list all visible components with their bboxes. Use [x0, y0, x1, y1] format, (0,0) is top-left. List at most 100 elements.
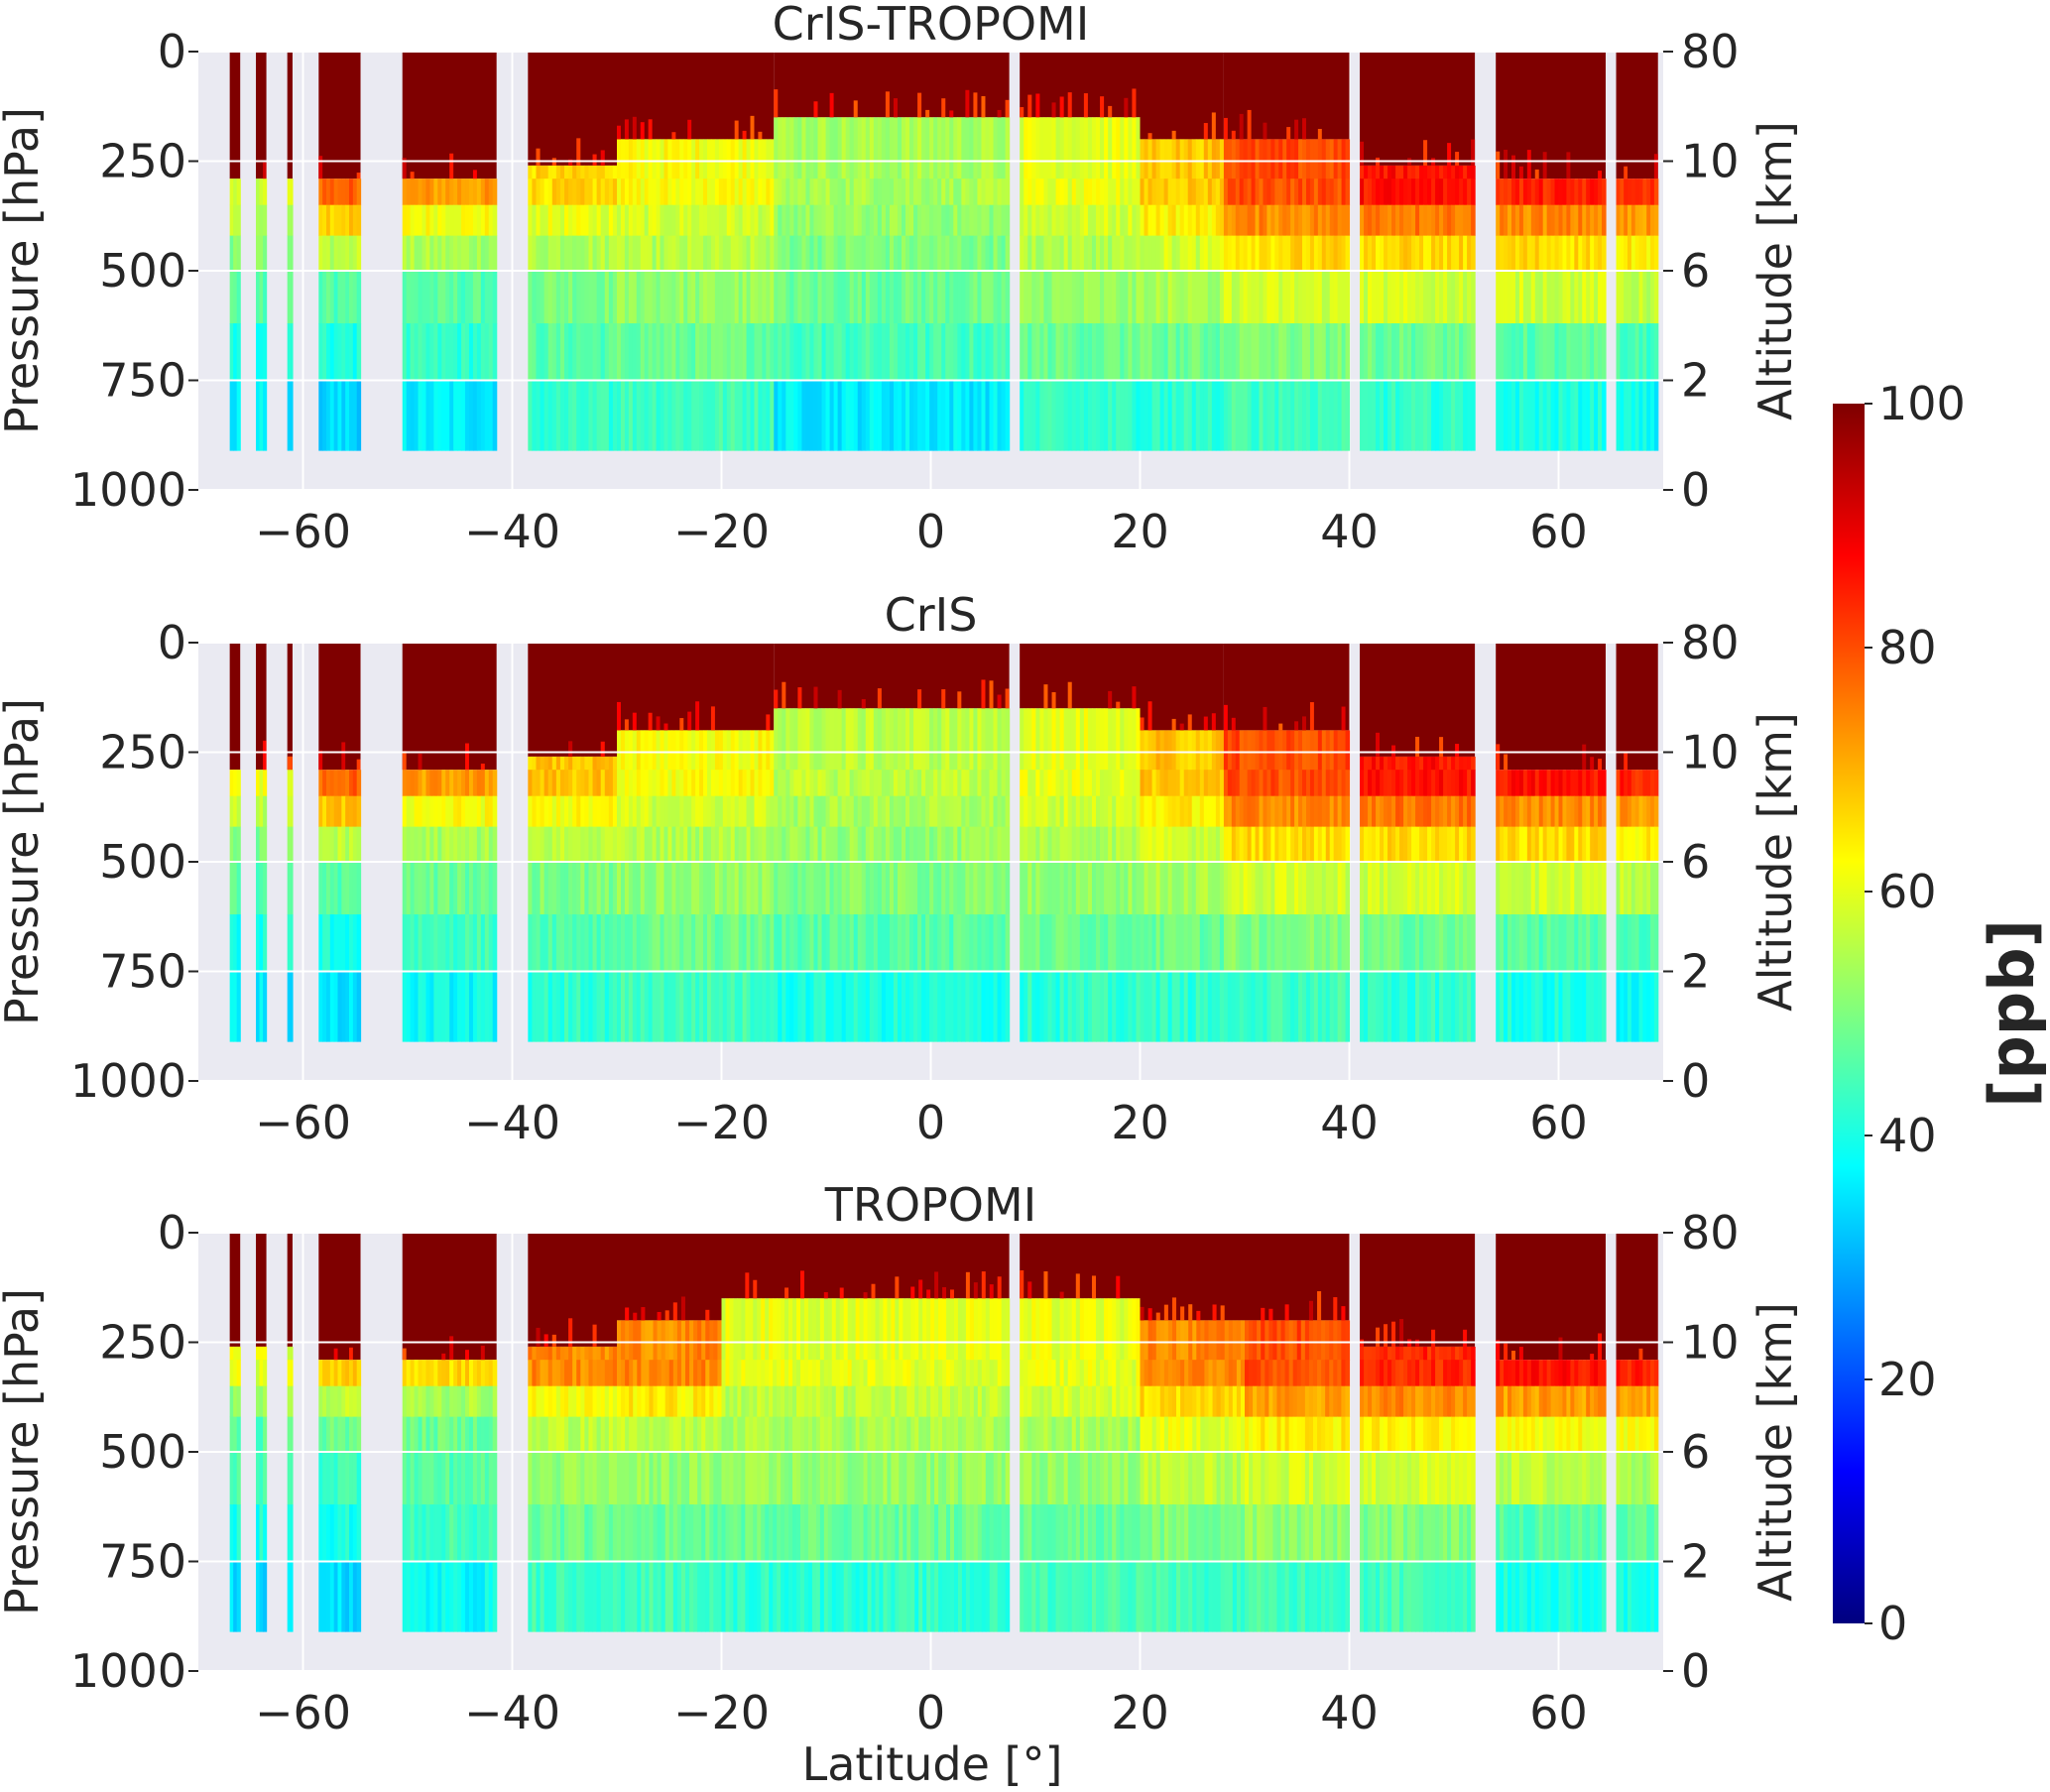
heatmap-cell: [1251, 971, 1257, 1042]
heatmap-cell: [356, 1561, 362, 1632]
heatmap-cell: [782, 770, 786, 797]
heatmap-cell: [1191, 271, 1197, 324]
heatmap-cell: [1024, 770, 1028, 797]
heatmap-cell: [997, 770, 1003, 797]
heatmap-cell: [1646, 971, 1651, 1042]
heatmap-cell: [547, 165, 553, 179]
heatmap-cell: [1005, 688, 1010, 709]
heatmap-cell: [1451, 235, 1456, 272]
heatmap-cell: [617, 1360, 622, 1387]
heatmap-cell: [1100, 770, 1105, 797]
heatmap-cell: [1195, 179, 1201, 206]
heatmap-cell: [333, 770, 339, 797]
heatmap-cell: [259, 862, 264, 915]
heatmap-cell: [1566, 862, 1571, 915]
heatmap-cell: [1128, 117, 1134, 179]
heatmap-cell: [909, 179, 914, 206]
heatmap-cell: [714, 323, 720, 381]
heatmap-cell: [782, 271, 786, 324]
heatmap-cell: [488, 770, 494, 797]
heatmap-cell: [993, 323, 999, 381]
heatmap-cell: [617, 179, 622, 206]
heatmap-cell: [1171, 718, 1176, 731]
heatmap-cell: [778, 971, 783, 1042]
heatmap-cell: [1151, 730, 1157, 771]
heatmap-cell: [845, 708, 851, 771]
heatmap-cell: [905, 914, 910, 972]
heatmap-cell: [789, 708, 794, 771]
heatmap-cell: [684, 1360, 690, 1387]
heatmap-cell: [770, 139, 775, 179]
heatmap-cell: [913, 271, 918, 324]
heatmap-cell: [750, 770, 756, 797]
heatmap-cell: [660, 826, 665, 863]
heatmap-cell: [1001, 708, 1007, 771]
heatmap-cell: [766, 179, 771, 206]
heatmap-cell: [1407, 165, 1412, 179]
heatmap-cell: [233, 323, 238, 381]
heatmap-cell: [1514, 271, 1520, 324]
heatmap-cell: [754, 971, 760, 1042]
heatmap-cell: [476, 1385, 482, 1418]
heatmap-cell: [592, 1385, 598, 1418]
heatmap-cell: [1207, 770, 1213, 797]
heatmap-cell: [453, 971, 458, 1042]
heatmap-cell: [1223, 323, 1229, 381]
heatmap-cell: [1147, 862, 1153, 915]
heatmap-cell: [568, 204, 573, 237]
heatmap-cell: [356, 235, 362, 272]
heatmap-cell: [445, 914, 450, 972]
heatmap-cell: [1266, 323, 1271, 381]
heatmap-cell: [433, 323, 438, 381]
heatmap-cell: [821, 971, 827, 1042]
heatmap-cell: [1507, 323, 1512, 381]
heatmap-cell: [402, 158, 407, 179]
heatmap-cell: [1500, 235, 1505, 272]
heatmap-cell: [1376, 914, 1381, 972]
heatmap-cell: [1031, 271, 1036, 324]
heatmap-cell: [1167, 795, 1173, 828]
heatmap-cell: [1566, 380, 1571, 451]
heatmap-cell: [1187, 179, 1193, 206]
heatmap-cell: [1140, 826, 1146, 863]
heatmap-cell: [1104, 323, 1109, 381]
heatmap-cell: [1333, 323, 1339, 381]
heatmap-cell: [1140, 139, 1146, 179]
heatmap-cell: [722, 770, 728, 797]
heatmap-cell: [551, 862, 557, 915]
heatmap-cell: [617, 323, 622, 381]
heatmap-cell: [1337, 826, 1343, 863]
heatmap-cell: [742, 204, 748, 237]
heatmap-cell: [805, 271, 811, 324]
heatmap-cell: [1027, 323, 1032, 381]
heatmap-cell: [1136, 971, 1142, 1042]
heatmap-cell: [718, 795, 724, 828]
heatmap-cell: [1167, 139, 1173, 179]
heatmap-cell: [433, 795, 438, 828]
heatmap-cell: [766, 714, 771, 731]
heatmap-cell: [885, 862, 891, 915]
heatmap-cell: [977, 323, 983, 381]
heatmap-cell: [726, 235, 732, 272]
heatmap-cell: [1215, 730, 1221, 771]
heatmap-cell: [1251, 235, 1257, 272]
heatmap-cell: [933, 271, 938, 324]
heatmap-cell: [484, 1385, 490, 1418]
heatmap-cell: [592, 1561, 598, 1632]
heatmap-cell: [1507, 795, 1512, 828]
heatmap-cell: [406, 271, 412, 324]
heatmap-cell: [326, 795, 331, 828]
heatmap-cell: [1163, 914, 1169, 972]
heatmap-cell: [1274, 862, 1279, 915]
heatmap-cell: [873, 914, 879, 972]
heatmap-cell: [445, 1504, 450, 1562]
heatmap-cell: [1630, 795, 1636, 828]
heatmap-cell: [1274, 795, 1279, 828]
heatmap-cell: [1407, 204, 1412, 237]
heatmap-cell: [809, 179, 815, 206]
heatmap-cell: [1594, 179, 1599, 206]
heatmap-cell: [845, 323, 851, 381]
heatmap-cell: [1443, 323, 1448, 381]
heatmap-cell: [1305, 139, 1311, 179]
heatmap-cell: [1263, 971, 1268, 1042]
